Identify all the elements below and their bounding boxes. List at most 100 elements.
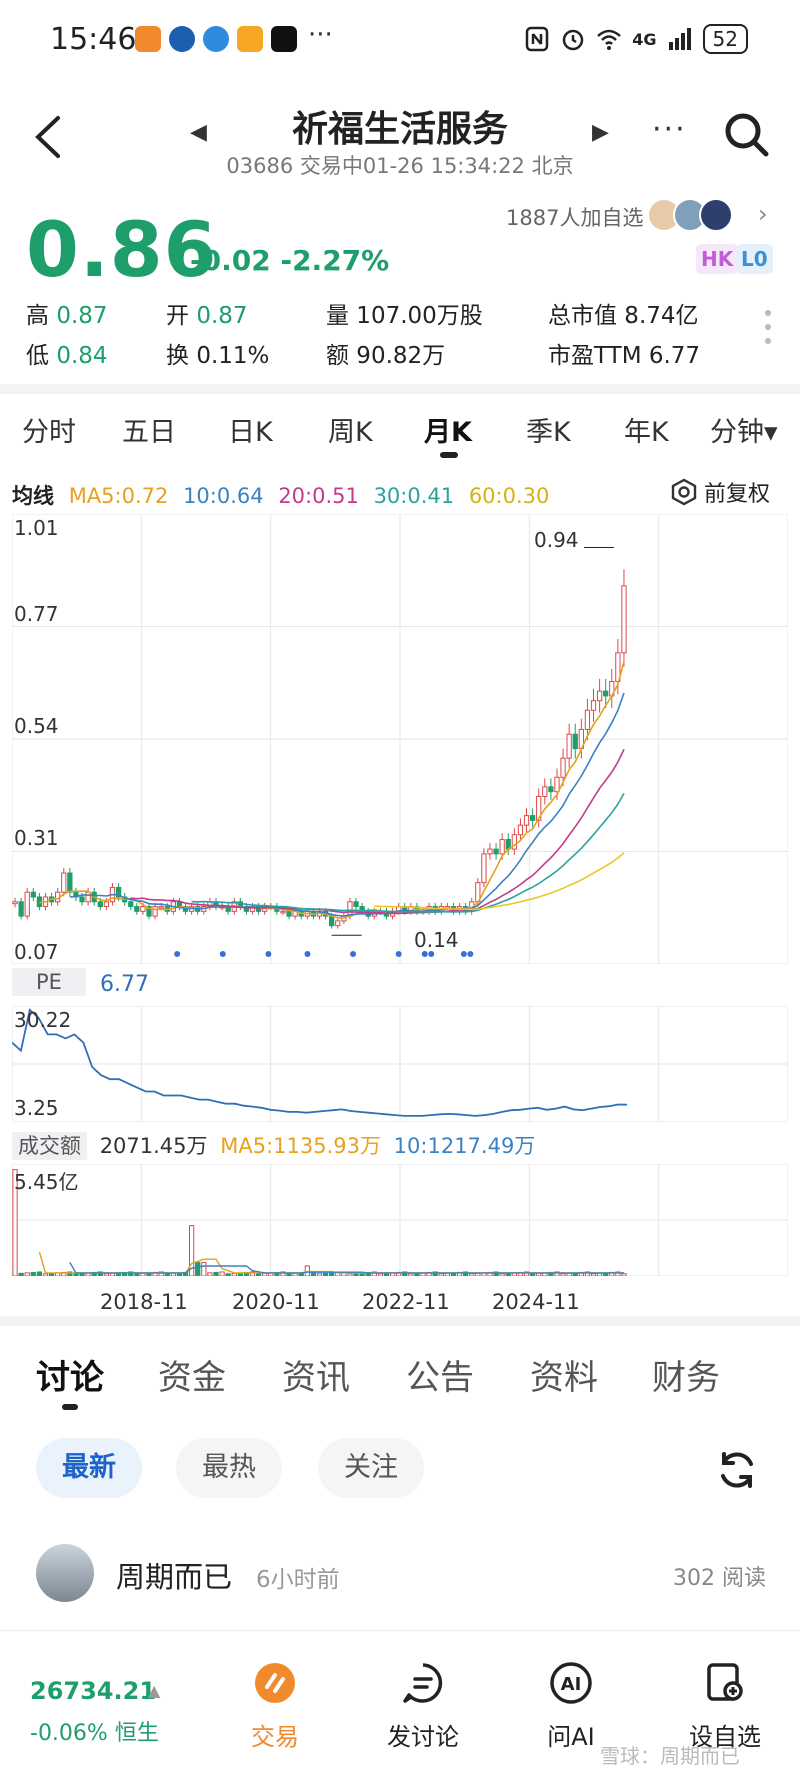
candle-body <box>603 690 609 697</box>
x-axis-label: 2018-11 <box>100 1290 188 1314</box>
volume-bar <box>615 1271 621 1276</box>
stat-turnover: 换 0.11% <box>166 343 270 369</box>
status-indicators: 4G 52 <box>524 24 748 54</box>
tab-monthly-k[interactable]: 月K <box>424 417 472 448</box>
chevron-right-icon[interactable]: › <box>758 200 768 228</box>
volume-value: 2071.45万 <box>99 1134 208 1158</box>
followers-count[interactable]: 1887人加自选 <box>506 206 644 230</box>
volume-bar <box>109 1272 116 1276</box>
tab-daily-k[interactable]: 日K <box>228 417 273 448</box>
avatar[interactable] <box>36 1544 94 1602</box>
volume-bar <box>30 1271 36 1276</box>
next-stock-icon[interactable]: ▶ <box>592 120 609 145</box>
volume-bar <box>67 1271 73 1276</box>
tab-discussion[interactable]: 讨论 <box>36 1358 104 1398</box>
tab-yearly-k[interactable]: 年K <box>624 417 669 448</box>
kline-chart[interactable] <box>12 514 788 964</box>
event-dot <box>174 951 181 957</box>
pe-tag: PE <box>12 968 86 996</box>
expand-stats-handle[interactable] <box>765 310 771 352</box>
event-dot <box>428 951 435 957</box>
volume-bar <box>262 1272 268 1276</box>
prev-stock-icon[interactable]: ◀ <box>190 120 207 145</box>
index-trend-icon: ▲ <box>148 1681 161 1700</box>
volume-bar <box>134 1273 140 1276</box>
back-arrow-icon[interactable] <box>28 112 68 162</box>
candle-body <box>536 795 542 821</box>
more-options-icon[interactable]: ··· <box>652 112 687 147</box>
volume-bar <box>444 1272 451 1276</box>
volume-bar <box>438 1273 444 1276</box>
kline-ytick: 0.31 <box>14 826 59 850</box>
volume-bar <box>255 1273 262 1276</box>
chip-following[interactable]: 关注 <box>318 1438 424 1498</box>
active-period-indicator <box>440 452 458 458</box>
volume-chart[interactable] <box>12 1164 788 1276</box>
tab-intraday[interactable]: 分时 <box>22 417 76 448</box>
volume-bar <box>554 1271 560 1276</box>
candle-body <box>548 786 554 793</box>
follower-avatars[interactable] <box>647 198 733 232</box>
candle-body <box>79 896 85 903</box>
tab-news[interactable]: 资讯 <box>282 1358 350 1398</box>
volume-bar <box>505 1272 511 1276</box>
candle-body <box>329 915 335 927</box>
post-time: 6小时前 <box>256 1567 340 1593</box>
candle-body <box>523 815 530 826</box>
ma60-line <box>374 852 625 911</box>
index-change[interactable]: -0.06% 恒生 <box>30 1721 159 1746</box>
index-value[interactable]: 26734.21 <box>30 1677 157 1705</box>
tab-profile[interactable]: 资料 <box>530 1358 598 1398</box>
app-notification-icon <box>237 26 263 52</box>
volume-bar <box>103 1273 110 1276</box>
kline-ytick: 0.54 <box>14 714 59 738</box>
candle-body <box>280 910 286 914</box>
tab-minute-dropdown[interactable]: 分钟▾ <box>710 417 778 448</box>
tab-funds[interactable]: 资金 <box>158 1358 226 1398</box>
stat-high: 高 0.87 <box>26 303 108 329</box>
kline-ytick: 1.01 <box>14 516 59 540</box>
volume-bar <box>584 1271 591 1276</box>
tab-weekly-k[interactable]: 周K <box>328 417 373 448</box>
ma-legend: 均线 MA5:0.72 10:0.64 20:0.51 30:0.41 60:0… <box>12 480 557 510</box>
candle-body <box>158 906 164 909</box>
volume-bar <box>590 1273 597 1276</box>
alarm-icon <box>563 29 584 51</box>
price-adjust-toggle[interactable]: 前复权 <box>670 476 770 508</box>
post-author[interactable]: 周期而已 <box>116 1560 233 1594</box>
volume-bar <box>414 1272 420 1276</box>
chip-hottest[interactable]: 最热 <box>176 1438 282 1498</box>
ma60-value: 60:0.30 <box>468 484 550 508</box>
volume-bar <box>201 1262 207 1276</box>
volume-bar <box>347 1273 353 1276</box>
volume-bar <box>286 1273 292 1276</box>
event-dot <box>395 951 402 957</box>
candle-body <box>67 872 73 893</box>
nav-post[interactable]: 发讨论 <box>368 1661 478 1752</box>
refresh-icon[interactable] <box>715 1448 759 1492</box>
status-time: 15:46 <box>50 22 137 57</box>
stock-name: 祈福生活服务 <box>291 109 508 150</box>
ma20-line <box>130 748 625 915</box>
nav-ask-ai[interactable]: AI 问AI <box>516 1661 626 1752</box>
tab-announcements[interactable]: 公告 <box>406 1358 474 1398</box>
candle-body <box>511 834 517 850</box>
volume-bar <box>213 1271 219 1276</box>
volume-bar <box>280 1271 286 1276</box>
volume-bar <box>79 1272 85 1276</box>
tab-five-day[interactable]: 五日 <box>122 417 176 448</box>
post-item[interactable]: 周期而已 6小时前 302 阅读 <box>36 1544 766 1608</box>
volume-bar <box>48 1272 55 1276</box>
tab-financials[interactable]: 财务 <box>652 1358 720 1398</box>
search-icon[interactable] <box>722 110 772 160</box>
candle-body <box>596 690 603 702</box>
tab-quarterly-k[interactable]: 季K <box>526 417 571 448</box>
candle-body <box>61 872 67 893</box>
pe-chart[interactable] <box>12 1006 788 1122</box>
chip-latest[interactable]: 最新 <box>36 1438 142 1498</box>
nav-trade[interactable]: 交易 <box>220 1661 330 1752</box>
stat-market-cap: 总市值 8.74亿 <box>548 303 699 329</box>
kline-ytick: 0.77 <box>14 602 59 626</box>
nav-label: 问AI <box>547 1723 595 1751</box>
nav-add-watchlist[interactable]: 设自选 <box>670 1661 780 1752</box>
